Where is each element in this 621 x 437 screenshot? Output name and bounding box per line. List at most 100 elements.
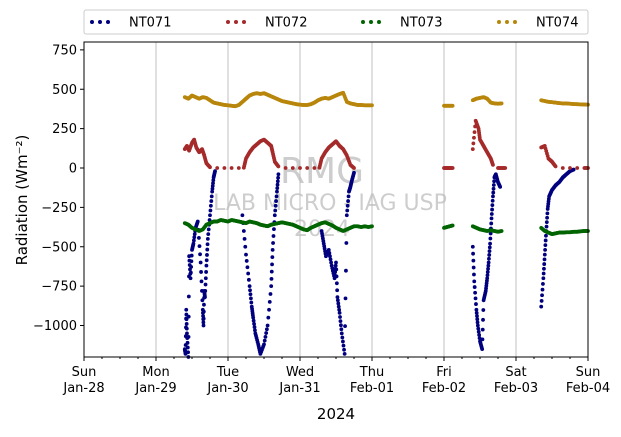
point-NT071 — [264, 331, 269, 335]
point-NT071 — [269, 269, 274, 274]
point-NT071 — [335, 288, 340, 293]
point-NT071 — [198, 260, 203, 265]
y-tick-label: −1000 — [33, 319, 77, 334]
point-NT072 — [503, 166, 508, 170]
point-NT072 — [215, 166, 220, 170]
point-NT071 — [545, 215, 549, 220]
point-NT072 — [276, 164, 281, 169]
point-NT071 — [201, 320, 206, 325]
data-points — [182, 90, 590, 359]
point-NT072 — [229, 166, 234, 170]
point-NT071 — [201, 323, 206, 328]
point-NT071 — [246, 277, 251, 282]
point-NT071 — [198, 252, 202, 257]
legend-label-NT071: NT071 — [129, 16, 171, 31]
point-NT072 — [470, 147, 475, 152]
x-tick-label-day: Tue — [216, 365, 239, 380]
point-NT071 — [213, 169, 217, 174]
point-NT072 — [471, 141, 476, 146]
watermark: RMG LAB MICRO - IAG USP 2024 — [213, 151, 447, 242]
point-NT071 — [487, 249, 492, 254]
y-tick-label: −750 — [41, 280, 77, 295]
point-NT071 — [275, 182, 280, 187]
point-NT071 — [343, 324, 347, 329]
point-NT071 — [265, 323, 270, 328]
point-NT071 — [542, 266, 546, 271]
point-NT071 — [241, 229, 246, 233]
point-NT071 — [343, 296, 348, 301]
point-NT071 — [472, 279, 477, 284]
x-tick-label-date: Jan-30 — [206, 381, 248, 396]
point-NT071 — [275, 189, 279, 194]
point-NT071 — [253, 328, 257, 333]
point-NT071 — [266, 315, 271, 320]
point-NT071 — [205, 242, 210, 247]
point-NT071 — [543, 248, 547, 252]
legend-marker-NT074 — [513, 20, 517, 24]
point-NT071 — [204, 270, 209, 274]
point-NT071 — [206, 232, 211, 237]
point-NT074 — [370, 103, 374, 108]
point-NT071 — [335, 298, 340, 303]
point-NT071 — [274, 199, 278, 203]
point-NT071 — [191, 238, 196, 243]
point-NT072 — [472, 130, 477, 134]
point-NT071 — [270, 262, 274, 267]
point-NT071 — [248, 288, 252, 293]
point-NT071 — [485, 276, 490, 281]
y-tick-label: 500 — [52, 83, 77, 98]
point-NT071 — [184, 307, 189, 312]
point-NT071 — [247, 284, 252, 289]
point-NT071 — [272, 213, 277, 218]
point-NT071 — [338, 319, 343, 323]
point-NT071 — [474, 307, 479, 312]
point-NT071 — [189, 253, 194, 258]
vertical-gridlines — [155, 42, 517, 357]
x-tick-label-day: Sun — [72, 365, 97, 380]
point-NT071 — [326, 248, 331, 252]
point-NT071 — [488, 236, 493, 241]
point-NT071 — [334, 267, 339, 272]
point-NT071 — [341, 343, 346, 348]
point-NT071 — [342, 351, 347, 356]
x-tick-label-day: Thu — [359, 365, 384, 380]
series-NT072 — [182, 118, 590, 170]
point-NT071 — [490, 203, 495, 208]
point-NT071 — [336, 304, 341, 309]
point-NT071 — [203, 295, 207, 300]
point-NT071 — [249, 296, 253, 301]
point-NT071 — [571, 167, 576, 172]
point-NT072 — [553, 164, 558, 169]
y-tick-label: 750 — [52, 43, 77, 58]
point-NT071 — [477, 336, 482, 340]
point-NT071 — [211, 181, 215, 186]
point-NT071 — [246, 271, 251, 276]
point-NT071 — [184, 317, 189, 322]
y-tick-label: 0 — [69, 162, 77, 177]
x-tick-label-date: Jan-28 — [62, 381, 104, 396]
legend-marker-NT072 — [242, 20, 246, 24]
point-NT074 — [450, 103, 455, 108]
point-NT071 — [485, 273, 490, 277]
legend-items: NT071 NT072 NT073 NT074 — [90, 16, 578, 31]
point-NT071 — [471, 251, 475, 256]
point-NT071 — [544, 224, 549, 229]
point-NT071 — [251, 318, 256, 323]
point-NT071 — [275, 186, 280, 191]
point-NT071 — [346, 199, 350, 203]
point-NT071 — [267, 299, 272, 304]
point-NT071 — [542, 252, 547, 257]
point-NT071 — [486, 263, 491, 268]
point-NT074 — [499, 101, 504, 106]
point-NT071 — [273, 203, 278, 208]
x-tick-label-day: Mon — [142, 365, 169, 380]
point-NT071 — [208, 203, 213, 208]
point-NT071 — [475, 317, 480, 322]
point-NT071 — [542, 257, 547, 262]
point-NT071 — [184, 322, 189, 326]
point-NT071 — [488, 231, 493, 236]
point-NT071 — [269, 284, 274, 289]
point-NT071 — [197, 244, 202, 249]
point-NT072 — [236, 166, 241, 170]
